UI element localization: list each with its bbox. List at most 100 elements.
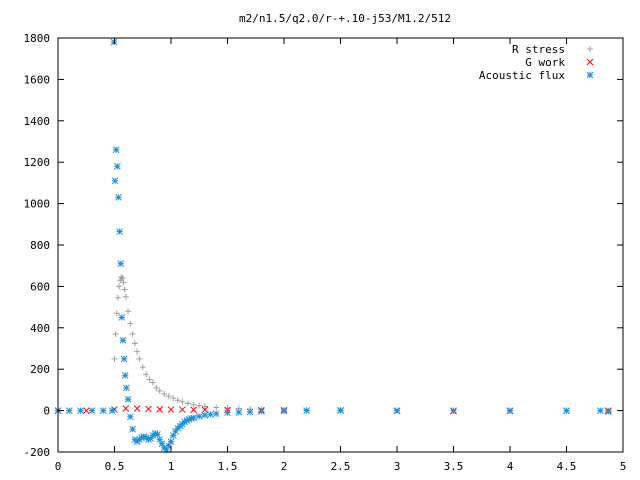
data-point — [99, 407, 107, 414]
data-point — [112, 331, 119, 338]
legend-label: R stress — [512, 43, 565, 56]
data-point — [125, 308, 132, 315]
data-point — [143, 371, 150, 378]
data-point — [178, 406, 186, 413]
data-point — [119, 336, 127, 344]
data-point — [153, 384, 160, 391]
data-point — [181, 418, 188, 426]
data-point — [156, 436, 164, 443]
x-tick-label: 4 — [507, 460, 514, 473]
data-point — [82, 407, 90, 414]
x-tick-label: 2 — [281, 460, 288, 473]
data-point — [108, 407, 116, 414]
data-point — [212, 410, 220, 418]
data-point — [120, 279, 127, 286]
data-point — [201, 403, 208, 410]
data-point — [119, 275, 126, 282]
data-point — [117, 260, 125, 267]
data-point — [129, 331, 136, 338]
data-point — [111, 177, 119, 185]
data-point — [163, 446, 170, 454]
data-point — [116, 228, 123, 235]
data-point — [450, 407, 457, 414]
data-point — [393, 407, 401, 414]
series-2 — [54, 38, 612, 454]
data-point — [563, 407, 570, 414]
data-point — [167, 438, 175, 446]
data-point — [121, 286, 128, 293]
data-point — [65, 407, 73, 414]
data-point — [120, 355, 128, 363]
data-point — [118, 274, 125, 281]
series-0 — [111, 274, 612, 414]
data-point — [113, 310, 120, 317]
data-point — [165, 442, 173, 450]
x-tick-label: 0 — [55, 460, 62, 473]
data-point — [110, 38, 118, 46]
plot-series — [54, 38, 612, 454]
data-point — [235, 408, 243, 416]
data-point — [185, 415, 193, 423]
x-tick-label: 4.5 — [557, 460, 577, 473]
y-tick-label: 1000 — [24, 198, 51, 211]
data-point — [113, 162, 121, 170]
series-1 — [54, 405, 612, 415]
y-tick-label: 200 — [30, 363, 50, 376]
y-tick-label: 1200 — [24, 156, 51, 169]
y-tick-label: 1600 — [24, 73, 51, 86]
data-point — [126, 413, 134, 421]
x-tick-label: 1 — [168, 460, 175, 473]
data-point — [111, 355, 118, 362]
data-point — [179, 398, 186, 405]
data-point — [156, 387, 163, 394]
data-point — [303, 407, 310, 414]
legend-label: Acoustic flux — [479, 69, 565, 82]
data-point — [165, 393, 172, 400]
data-point — [201, 411, 209, 419]
data-point — [280, 407, 288, 415]
x-tick-label: 2.5 — [331, 460, 351, 473]
x-tick-label: 5 — [620, 460, 627, 473]
y-tick-label: -200 — [24, 446, 51, 459]
data-point — [129, 425, 136, 433]
data-point — [506, 407, 514, 414]
data-point — [116, 283, 123, 290]
data-point — [190, 406, 197, 414]
x-tick-label: 1.5 — [218, 460, 238, 473]
data-point — [136, 355, 143, 362]
data-point — [124, 395, 132, 403]
data-point — [122, 293, 129, 300]
y-tick-label: 800 — [30, 239, 50, 252]
data-point — [88, 407, 96, 414]
data-point — [127, 320, 134, 327]
data-point — [140, 433, 148, 440]
data-point — [118, 314, 126, 321]
data-point — [161, 391, 168, 398]
data-point — [131, 340, 138, 347]
data-point — [201, 406, 209, 414]
data-point — [145, 436, 152, 443]
data-point — [224, 409, 231, 417]
data-point — [114, 294, 121, 301]
data-point — [195, 413, 203, 420]
data-point — [337, 407, 344, 414]
data-point — [138, 434, 145, 441]
legend-marker — [587, 46, 593, 52]
data-point — [172, 427, 179, 435]
data-point — [122, 405, 130, 412]
data-point — [133, 405, 141, 412]
data-point — [597, 407, 604, 414]
data-point — [156, 406, 164, 413]
x-tick-label: 0.5 — [105, 460, 125, 473]
y-tick-label: 600 — [30, 280, 50, 293]
x-tick-label: 3 — [394, 460, 401, 473]
data-point — [167, 406, 175, 413]
data-point — [121, 372, 129, 379]
y-tick-label: 1400 — [24, 115, 51, 128]
data-point — [187, 415, 195, 422]
data-point — [77, 407, 84, 414]
data-point — [123, 384, 130, 392]
data-point — [154, 431, 161, 438]
